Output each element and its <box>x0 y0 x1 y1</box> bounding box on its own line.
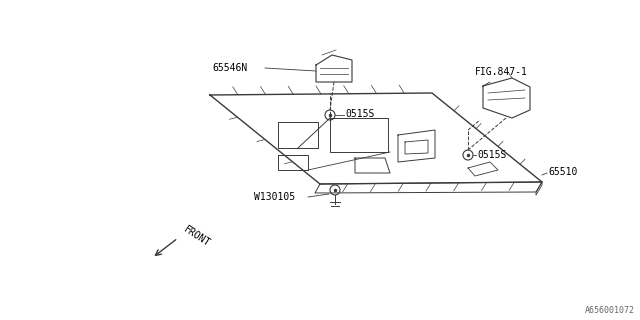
Text: 65546N: 65546N <box>212 63 248 73</box>
Text: 0515S: 0515S <box>477 150 506 160</box>
Text: A656001072: A656001072 <box>585 306 635 315</box>
Text: FRONT: FRONT <box>182 225 212 249</box>
Text: 65510: 65510 <box>548 167 577 177</box>
Text: 0515S: 0515S <box>345 109 374 119</box>
Text: W130105: W130105 <box>254 192 295 202</box>
Text: FIG.847-1: FIG.847-1 <box>475 67 528 77</box>
